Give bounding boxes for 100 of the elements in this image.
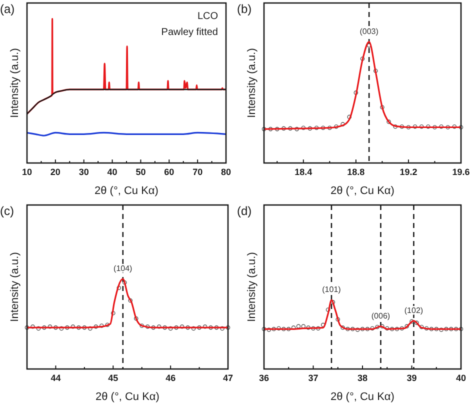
chart-title: (d) [237,204,252,218]
point [434,326,439,332]
point [286,326,291,332]
point [276,326,281,330]
point [426,124,430,129]
point [370,326,374,330]
point [390,326,394,332]
point [186,325,190,330]
x-tick-label: 44 [50,373,61,383]
point [410,319,414,324]
point [100,324,104,328]
point [406,125,411,130]
point [393,124,398,129]
point [328,126,332,130]
x-axis-title: 2θ (°, Cu Kα) [96,391,160,403]
point [162,325,167,330]
point [301,126,306,130]
point [65,325,70,330]
point [42,325,46,330]
point [355,328,360,332]
point [429,326,434,332]
annotation: (101) [322,285,342,294]
point [288,126,292,131]
point [268,126,273,132]
point [336,317,340,322]
point [94,324,98,329]
x-tick-label: 45 [108,373,118,383]
point [262,126,266,132]
point [452,124,457,129]
y-axis-title: Intensity (a.u.) [9,252,21,322]
point [314,126,319,130]
point [308,126,312,131]
point [134,316,138,321]
point [419,124,424,129]
point [412,124,418,129]
point [151,325,156,330]
annotation: LCO [197,11,218,22]
x-tick-label: 50 [136,167,146,177]
x-tick-label: 46 [166,373,176,383]
point [424,326,429,330]
point [334,124,338,129]
point [145,324,150,329]
point [400,326,404,330]
point [266,328,272,332]
x-tick-label: 40 [107,167,118,177]
annotation: (104) [114,264,133,273]
y-axis-title: Intensity (a.u.) [246,252,258,322]
annotation: (102) [404,306,424,315]
point [76,325,81,330]
x-tick-label: 37 [308,373,318,383]
point [400,124,404,129]
point [174,325,178,330]
point [105,322,110,327]
point [354,90,358,95]
point [454,326,458,332]
x-axis-title: 2θ (°, Cu Kα) [330,185,394,197]
point [404,324,409,328]
point [316,326,320,330]
point [82,325,87,330]
point [419,324,424,330]
point [116,286,122,290]
point [432,125,437,130]
point [262,326,266,332]
point [365,326,370,332]
x-tick-label: 19.2 [400,167,418,177]
point [282,126,286,131]
point [306,326,310,330]
point [346,326,350,332]
x-tick-label: 10 [22,167,32,177]
point [446,125,450,130]
x-tick-label: 39 [406,373,417,383]
point [54,325,58,330]
point [274,126,280,132]
point [326,308,330,312]
point [394,326,400,332]
point [24,325,30,330]
x-tick-label: 60 [164,167,174,177]
point [380,105,384,110]
point [360,326,365,332]
annotation: Pawley fitted [161,27,218,38]
y-axis-title: Intensity (a.u.) [9,48,21,118]
point [214,325,219,330]
point [128,298,133,303]
x-tick-label: 40 [456,373,466,383]
point [380,324,384,328]
x-axis-title: 2θ (°, Cu Kα) [330,391,394,403]
x-tick-label: 70 [192,167,203,177]
point [208,325,213,330]
x-tick-label: 47 [222,373,234,383]
chart-title: (b) [237,2,252,16]
point [449,326,454,332]
x-tick-label: 30 [78,167,89,177]
point [140,324,144,328]
point [439,328,444,332]
point [384,326,390,330]
point [458,326,464,332]
x-axis-title: 2θ (°, Cu Kα) [94,185,158,197]
point [373,68,378,74]
annotation: (003) [360,26,379,36]
point [311,326,316,330]
